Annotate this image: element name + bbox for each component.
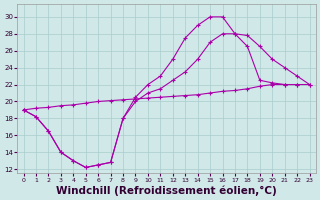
X-axis label: Windchill (Refroidissement éolien,°C): Windchill (Refroidissement éolien,°C)	[56, 185, 277, 196]
